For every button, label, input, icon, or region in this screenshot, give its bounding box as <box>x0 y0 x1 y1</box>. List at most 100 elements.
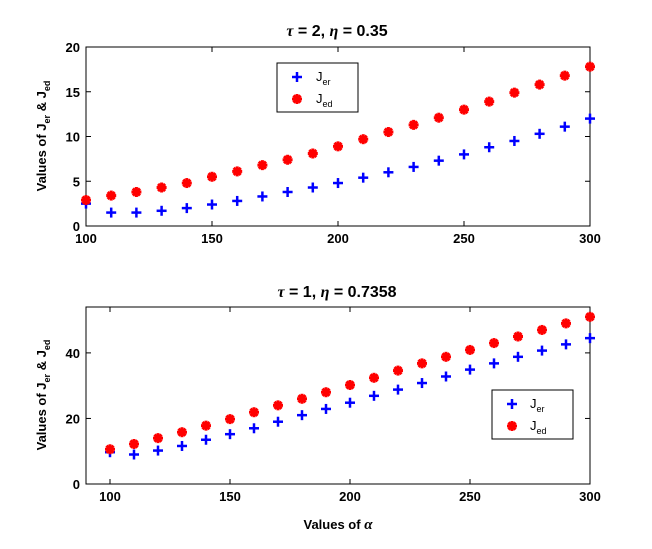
data-point-ed <box>232 166 243 177</box>
y-tick-label: 5 <box>73 174 80 189</box>
chart-bottom-legend: Jer Jed <box>491 389 574 440</box>
chart-bottom-legend-box <box>491 389 574 440</box>
data-point-ed <box>81 195 91 206</box>
data-point-ed <box>358 134 369 145</box>
data-point-ed <box>131 186 142 197</box>
x-tick-label: 100 <box>99 489 121 504</box>
y-tick-label: 0 <box>73 477 80 492</box>
data-point-er <box>153 445 163 456</box>
data-point-er <box>321 403 331 414</box>
data-point-er <box>232 195 243 206</box>
data-point-er <box>129 449 139 460</box>
x-tick-label: 300 <box>579 489 601 504</box>
data-point-ed <box>484 96 495 107</box>
data-point-er <box>181 203 192 214</box>
data-point-er <box>537 345 547 356</box>
legend-symbol <box>292 94 302 104</box>
data-point-er <box>433 155 444 166</box>
data-point-ed <box>459 104 469 115</box>
chart-bottom-y-axis-label: Values of Jer & Jed <box>34 340 52 451</box>
chart-top-title: τ = 2, η = 0.35 <box>286 23 387 40</box>
chart-top-legend: Jer Jed <box>276 62 359 113</box>
data-point-ed <box>257 160 268 171</box>
data-point-ed <box>106 190 117 201</box>
y-tick-label: 20 <box>66 40 80 55</box>
x-tick-label: 250 <box>453 231 475 246</box>
legend-marker-jed <box>292 94 302 104</box>
data-point-er <box>393 384 403 395</box>
data-point-ed <box>383 127 394 138</box>
legend-marker-jer <box>507 399 517 409</box>
chart-top-y-ticks: 0 5 10 15 20 <box>66 40 590 234</box>
data-point-ed <box>273 400 283 411</box>
chart-bottom-x-axis-label: Values of α <box>303 517 373 533</box>
data-point-ed <box>207 171 217 182</box>
legend-label-jer: Jer <box>316 69 331 87</box>
chart-top-y-axis-label: Values of Jer & Jed <box>34 81 52 192</box>
data-point-ed <box>513 331 523 342</box>
data-point-ed <box>585 61 595 72</box>
data-point-er <box>459 149 469 160</box>
x-tick-label: 150 <box>201 231 223 246</box>
data-point-er <box>225 429 235 440</box>
data-point-er <box>513 351 523 362</box>
data-point-ed <box>408 119 419 130</box>
data-point-ed <box>153 433 163 444</box>
data-point-er <box>417 378 427 389</box>
y-tick-label: 0 <box>73 219 80 234</box>
data-point-er <box>257 191 268 202</box>
data-point-er <box>345 397 355 408</box>
data-point-ed <box>441 351 451 362</box>
legend-marker-jer <box>292 72 302 82</box>
data-point-ed <box>489 338 499 349</box>
data-point-er <box>534 128 545 139</box>
data-point-ed <box>585 311 595 322</box>
data-point-ed <box>561 318 571 329</box>
data-point-ed <box>369 372 379 383</box>
chart-top-x-ticks: 100 150 200 250 300 <box>75 47 601 246</box>
x-tick-label: 200 <box>339 489 361 504</box>
data-point-er <box>585 113 595 124</box>
data-point-er <box>177 440 187 451</box>
chart-top-legend-box <box>276 62 359 113</box>
legend-label-jed: Jed <box>530 418 547 436</box>
data-point-ed <box>393 365 403 376</box>
x-tick-label: 100 <box>75 231 97 246</box>
data-point-ed <box>181 178 192 189</box>
data-point-ed <box>297 393 307 404</box>
data-point-er <box>333 178 343 189</box>
data-point-er <box>561 339 571 350</box>
data-point-er <box>585 333 595 344</box>
x-tick-label: 300 <box>579 231 601 246</box>
data-point-er <box>358 172 369 183</box>
data-point-er <box>383 167 394 178</box>
data-point-er <box>441 371 451 382</box>
data-point-ed <box>129 439 139 450</box>
data-point-er <box>369 390 379 401</box>
data-point-ed <box>333 141 343 152</box>
legend-label-jed: Jed <box>316 91 333 109</box>
data-point-er <box>106 207 117 218</box>
data-point-er <box>131 207 142 218</box>
data-point-ed <box>321 387 331 398</box>
data-point-ed <box>225 414 235 425</box>
data-point-ed <box>509 87 520 98</box>
x-tick-label: 150 <box>219 489 241 504</box>
data-point-ed <box>201 420 211 431</box>
chart-bottom: τ = 1, η = 0.7358 100 150 200 250 300 02040 … <box>34 284 601 533</box>
data-point-er <box>201 434 211 445</box>
x-tick-label: 250 <box>459 489 481 504</box>
y-tick-label: 40 <box>66 346 80 361</box>
data-point-er <box>489 358 499 369</box>
y-tick-label: 10 <box>66 130 80 145</box>
data-point-er <box>307 182 318 193</box>
chart-top: τ = 2, η = 0.35 100 150 200 250 300 0 5 10 15 20… <box>34 23 601 246</box>
chart-bottom-marks <box>105 311 595 460</box>
data-point-ed <box>282 154 293 165</box>
data-point-ed <box>156 182 167 193</box>
data-point-ed <box>433 112 444 123</box>
data-point-er <box>156 205 167 216</box>
x-tick-label: 200 <box>327 231 349 246</box>
legend-symbol <box>292 72 302 82</box>
y-tick-label: 15 <box>66 85 80 100</box>
